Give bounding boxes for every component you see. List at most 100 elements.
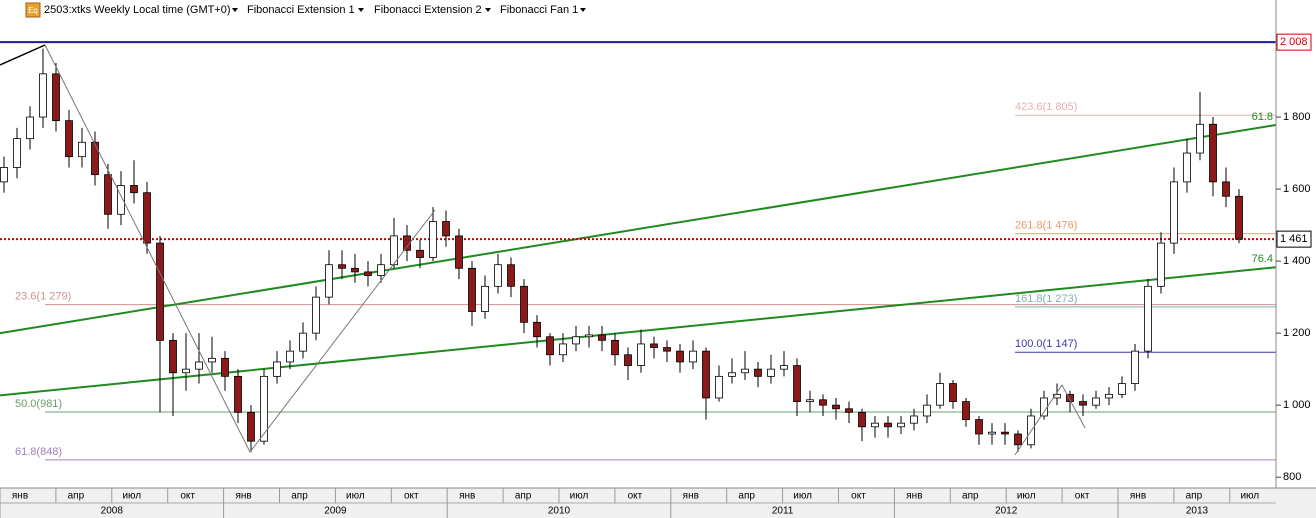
candle-body [1157, 242, 1165, 287]
y-tick-label: 1 400 [1283, 255, 1311, 267]
x-tick-label: июл [570, 491, 589, 502]
candle-body [1014, 433, 1022, 446]
candle-body [624, 354, 632, 366]
x-tick-label: июл [346, 491, 365, 502]
year-label: 2013 [1186, 506, 1209, 517]
candle-body [676, 350, 684, 363]
candle-body [1222, 181, 1230, 197]
toolbar: Eq 2503:xtks Weekly Local time (GMT+0) F… [25, 2, 586, 18]
x-tick-label: янв [906, 491, 922, 502]
candle-body [832, 404, 840, 410]
toolbar-icon[interactable] [25, 2, 41, 18]
candle-body [728, 372, 736, 377]
candle-body [130, 185, 138, 194]
candle-body [585, 334, 593, 338]
candle-body [1105, 393, 1113, 399]
candle-body [52, 73, 60, 122]
candle-body [299, 332, 307, 352]
x-tick-label: апр [68, 491, 85, 502]
toolbar-item[interactable]: Fibonacci Extension 1 [247, 4, 355, 16]
candle-body [611, 339, 619, 356]
fib-label: 61.8(848) [15, 446, 62, 458]
candle-body [156, 242, 164, 341]
candle-body [858, 411, 866, 428]
candle-body [871, 422, 879, 428]
candle-body [637, 343, 645, 366]
candle-body [715, 375, 723, 399]
candle-body [260, 375, 268, 442]
price-box [1276, 33, 1312, 51]
candle-body [78, 141, 86, 158]
x-tick-label: апр [738, 491, 755, 502]
candle-body [364, 271, 372, 276]
candle-body [494, 264, 502, 287]
y-tick-label: 1 800 [1283, 111, 1311, 123]
candle-body [663, 347, 671, 352]
candle-body [533, 321, 541, 338]
candle-body [39, 73, 47, 118]
candle-body [559, 343, 567, 356]
year-label: 2012 [995, 506, 1018, 517]
candle-body [884, 422, 892, 428]
x-tick-label: апр [962, 491, 979, 502]
toolbar-item[interactable]: Fibonacci Fan 1 [500, 4, 578, 16]
x-tick-label: янв [1130, 491, 1146, 502]
candle-body [910, 415, 918, 424]
candle-body [962, 401, 970, 420]
candle-body [975, 419, 983, 435]
dropdown-arrow [580, 8, 586, 12]
fib-extension-path [44, 44, 436, 453]
candle-body [351, 267, 359, 273]
candle-body [702, 350, 710, 399]
y-tick-label: 1 200 [1283, 327, 1311, 339]
candle-body [1092, 397, 1100, 406]
candle-body [286, 350, 294, 363]
fib-extension-path [1014, 384, 1086, 456]
toolbar-item[interactable]: 2503:xtks Weekly Local time (GMT+0) [44, 4, 231, 16]
toolbar-item[interactable]: Fibonacci Extension 2 [374, 4, 482, 16]
candle-body [0, 167, 8, 183]
toolbar-icon-text: Eq [28, 6, 38, 15]
candle-body [1066, 393, 1074, 402]
candle-body [312, 296, 320, 334]
candle-body [104, 174, 112, 215]
candle-body [650, 343, 658, 348]
candle-body [1196, 123, 1204, 154]
candle-body [65, 120, 73, 158]
x-tick-label: янв [235, 491, 251, 502]
candle-body [546, 336, 554, 356]
candle-body [143, 192, 151, 244]
candle-body [507, 264, 515, 287]
candle-body [598, 334, 606, 341]
candle-body [390, 235, 398, 266]
candle-body [741, 368, 749, 374]
candle-body [1235, 195, 1243, 240]
candle-body [468, 267, 476, 312]
candle-body [767, 368, 775, 377]
last-price-label: 1 461 [1280, 233, 1308, 245]
candle-body [182, 368, 190, 374]
candle-body [429, 221, 437, 258]
x-tick-label: окт [1075, 491, 1090, 502]
candle-body [455, 235, 463, 269]
candle-body [247, 411, 255, 442]
candle-body [520, 285, 528, 323]
candle-body [195, 361, 203, 370]
fan-label: 76.4 [1252, 253, 1273, 265]
x-tick-label: янв [459, 491, 475, 502]
x-tick-label: июл [122, 491, 141, 502]
candle-body [897, 422, 905, 428]
year-label: 2008 [101, 506, 124, 517]
candle-body [338, 264, 346, 269]
x-tick-label: июл [1017, 491, 1036, 502]
year-label: 2009 [324, 506, 347, 517]
candle-body [754, 368, 762, 377]
candle-body [949, 383, 957, 402]
candle-body [13, 138, 21, 168]
y-tick-label: 1 000 [1283, 399, 1311, 411]
candle-body [221, 357, 229, 377]
year-label: 2010 [548, 506, 571, 517]
candle-body [416, 249, 424, 258]
